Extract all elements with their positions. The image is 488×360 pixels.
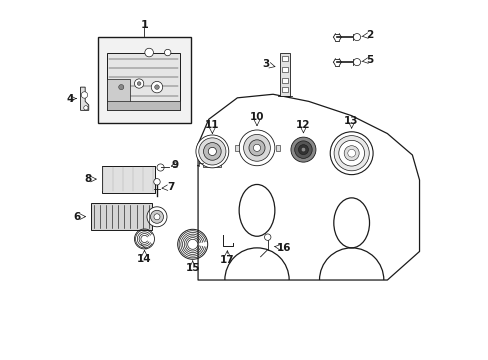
Circle shape xyxy=(338,140,364,166)
Text: 9: 9 xyxy=(171,159,178,170)
Circle shape xyxy=(198,138,225,165)
Circle shape xyxy=(151,81,163,93)
Circle shape xyxy=(290,137,315,162)
FancyBboxPatch shape xyxy=(282,78,288,83)
Text: 7: 7 xyxy=(166,182,174,192)
Circle shape xyxy=(144,48,153,57)
Circle shape xyxy=(294,141,311,158)
Circle shape xyxy=(137,82,141,85)
Text: 17: 17 xyxy=(219,255,233,265)
FancyBboxPatch shape xyxy=(98,37,190,123)
Circle shape xyxy=(203,143,221,160)
FancyBboxPatch shape xyxy=(275,145,279,151)
FancyBboxPatch shape xyxy=(102,166,155,193)
Circle shape xyxy=(196,135,228,168)
Text: 1: 1 xyxy=(141,19,148,30)
Circle shape xyxy=(353,59,360,66)
Text: 12: 12 xyxy=(296,120,310,130)
Circle shape xyxy=(81,92,87,98)
Circle shape xyxy=(333,136,368,171)
Text: 15: 15 xyxy=(185,262,200,273)
FancyBboxPatch shape xyxy=(91,203,151,230)
Circle shape xyxy=(157,164,164,171)
Circle shape xyxy=(239,130,274,166)
Circle shape xyxy=(344,146,358,161)
Text: 13: 13 xyxy=(343,116,357,126)
Circle shape xyxy=(164,49,171,56)
Circle shape xyxy=(115,81,127,94)
Circle shape xyxy=(353,33,360,41)
Text: 3: 3 xyxy=(262,59,269,69)
Circle shape xyxy=(119,85,123,90)
Text: 2: 2 xyxy=(365,30,372,40)
Text: 14: 14 xyxy=(137,253,151,264)
FancyBboxPatch shape xyxy=(280,53,290,96)
FancyBboxPatch shape xyxy=(282,57,288,62)
Circle shape xyxy=(301,147,305,152)
FancyBboxPatch shape xyxy=(282,67,288,72)
Circle shape xyxy=(248,140,264,156)
Polygon shape xyxy=(81,87,88,111)
FancyBboxPatch shape xyxy=(107,53,180,111)
Circle shape xyxy=(134,79,143,88)
Text: 4: 4 xyxy=(66,94,73,104)
Circle shape xyxy=(264,234,270,240)
FancyBboxPatch shape xyxy=(107,102,180,111)
FancyBboxPatch shape xyxy=(234,145,239,151)
Text: 6: 6 xyxy=(74,212,81,222)
Text: 10: 10 xyxy=(249,112,264,122)
Circle shape xyxy=(253,144,260,152)
Circle shape xyxy=(298,145,308,155)
FancyBboxPatch shape xyxy=(282,87,288,92)
Circle shape xyxy=(208,147,216,156)
Circle shape xyxy=(154,214,160,220)
Circle shape xyxy=(153,179,160,185)
Text: 5: 5 xyxy=(365,55,372,65)
Text: 16: 16 xyxy=(276,243,290,253)
Circle shape xyxy=(150,210,163,223)
Polygon shape xyxy=(203,161,221,167)
Circle shape xyxy=(154,85,159,89)
Circle shape xyxy=(147,207,166,227)
Circle shape xyxy=(83,106,88,110)
FancyBboxPatch shape xyxy=(107,79,130,111)
Text: 8: 8 xyxy=(84,174,91,184)
Circle shape xyxy=(329,132,372,175)
Circle shape xyxy=(243,134,270,161)
Text: 11: 11 xyxy=(204,120,219,130)
Circle shape xyxy=(347,149,355,157)
